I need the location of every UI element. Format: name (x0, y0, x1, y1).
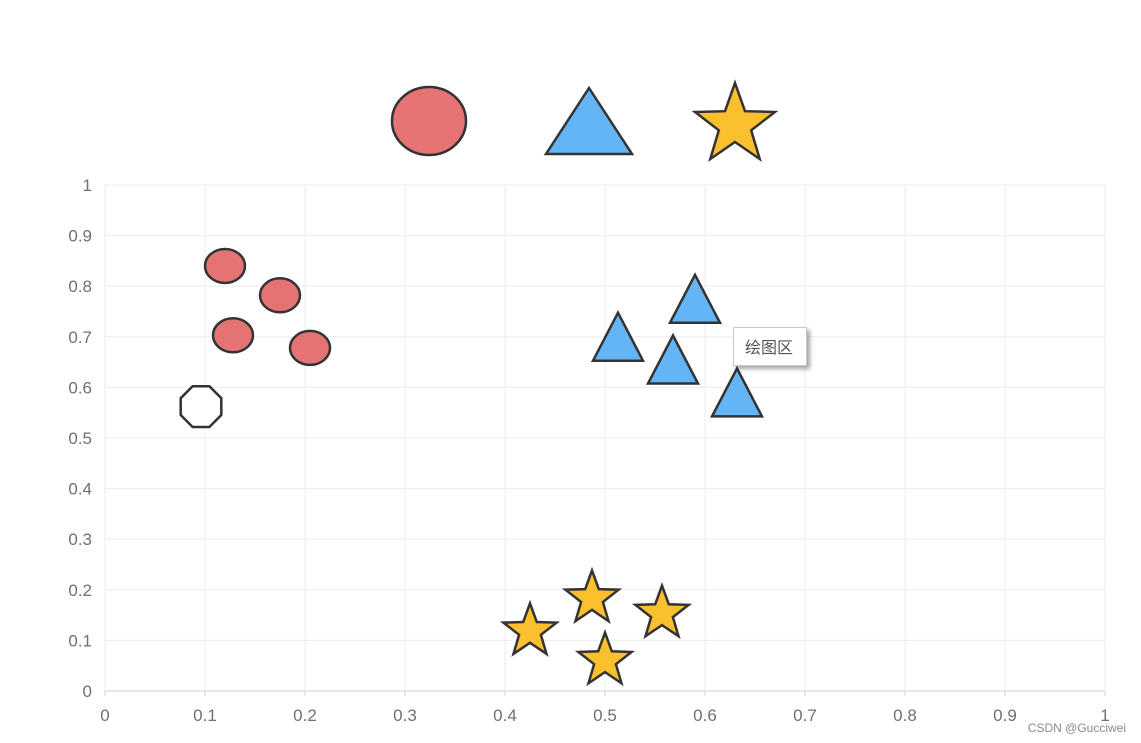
data-point-triangle[interactable] (590, 309, 646, 362)
y-tick-label: 0 (83, 682, 92, 701)
y-tick-label: 0.3 (68, 530, 92, 549)
legend-item-circle[interactable] (390, 85, 468, 157)
x-axis-tick-labels: 0 0.1 0.2 0.3 0.4 0.5 0.6 0.7 0.8 0.9 1 (100, 706, 1109, 725)
data-point-circle[interactable] (288, 329, 332, 367)
y-tick-label: 0.4 (68, 480, 92, 499)
data-point-triangle[interactable] (667, 272, 723, 325)
y-tick-label: 1 (83, 176, 92, 195)
axes (104, 690, 1106, 696)
data-point-star[interactable] (499, 599, 561, 657)
legend[interactable] (390, 79, 779, 163)
y-tick-label: 0.9 (68, 227, 92, 246)
data-point-star[interactable] (574, 628, 636, 687)
y-tick-label: 0.6 (68, 378, 92, 397)
x-tick-label: 0.9 (993, 706, 1017, 725)
legend-item-star[interactable] (691, 79, 779, 163)
x-tick-label: 0.7 (793, 706, 817, 725)
x-tick-label: 0.8 (893, 706, 917, 725)
x-tick-label: 0.1 (193, 706, 217, 725)
data-point-triangle[interactable] (709, 365, 765, 418)
data-point-star[interactable] (631, 581, 693, 640)
x-tick-label: 0.5 (593, 706, 617, 725)
y-axis-tick-labels: 0 0.1 0.2 0.3 0.4 0.5 0.6 0.7 0.8 0.9 1 (68, 176, 92, 701)
data-point-circle[interactable] (211, 317, 255, 354)
watermark: CSDN @Gucciwei (1027, 721, 1126, 735)
x-tick-label: 0.6 (693, 706, 717, 725)
x-tick-label: 1 (1100, 706, 1109, 725)
y-tick-label: 0.8 (68, 277, 92, 296)
data-point-triangle[interactable] (645, 332, 701, 385)
data-point-circle[interactable] (258, 277, 302, 314)
y-tick-label: 0.2 (68, 581, 92, 600)
data-point-octagon[interactable] (179, 385, 223, 429)
y-tick-label: 0.1 (68, 631, 92, 650)
y-tick-label: 0.5 (68, 429, 92, 448)
x-tick-label: 0.2 (293, 706, 317, 725)
x-tick-label: 0.3 (393, 706, 417, 725)
y-tick-label: 0.7 (68, 328, 92, 347)
x-tick-label: 0.4 (493, 706, 517, 725)
data-point-circle[interactable] (203, 247, 247, 285)
tooltip: 绘图区 (733, 327, 808, 366)
plot-marks[interactable] (179, 247, 765, 687)
data-point-star[interactable] (561, 566, 623, 625)
x-tick-label: 0 (100, 706, 109, 725)
legend-item-triangle[interactable] (543, 85, 635, 156)
